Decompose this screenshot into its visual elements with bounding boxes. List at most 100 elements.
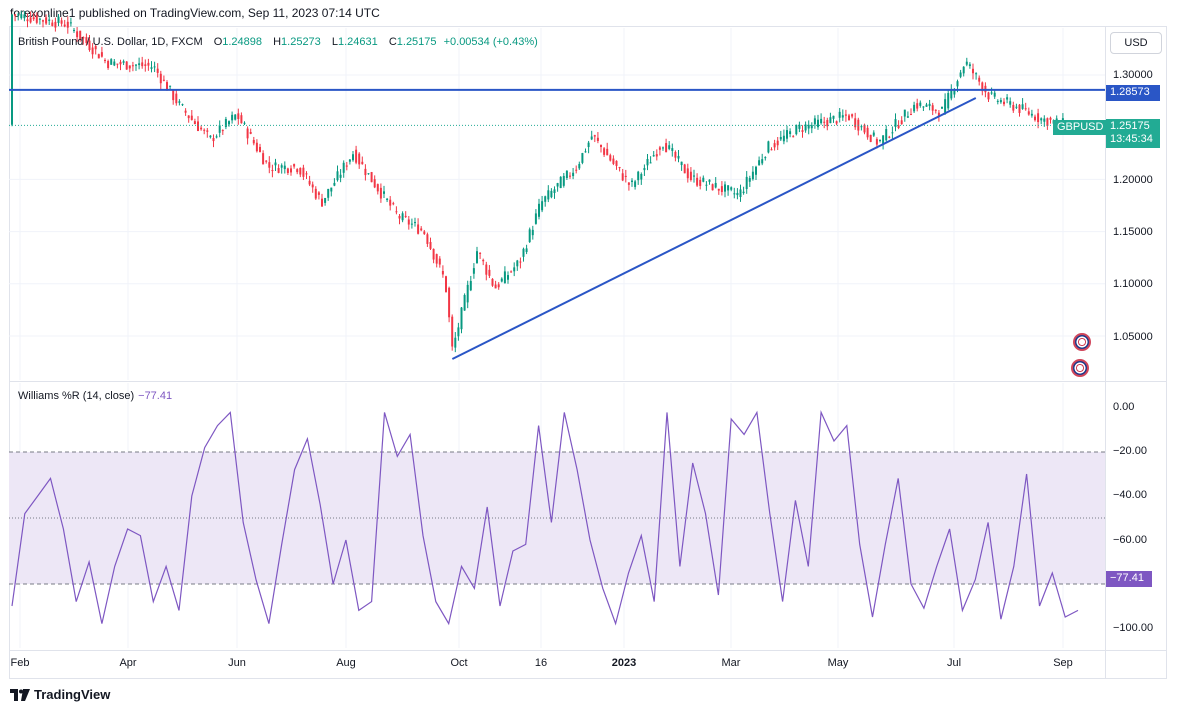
candle-body	[20, 14, 23, 19]
candle-body	[184, 110, 187, 113]
candle-body	[417, 224, 420, 234]
candle-body	[485, 264, 488, 275]
candle-body	[1037, 113, 1040, 123]
candle-body	[73, 29, 75, 31]
time-axis-divider	[9, 650, 1167, 651]
candle-body	[488, 269, 491, 276]
candle-body	[686, 168, 689, 179]
candle-body	[575, 169, 578, 171]
candle-body	[882, 135, 885, 144]
candle-body	[826, 119, 829, 127]
candle-body	[699, 179, 702, 186]
candle-body	[820, 118, 823, 124]
candle-body	[1055, 118, 1058, 122]
candle-body	[35, 15, 38, 23]
candle-body	[457, 327, 460, 337]
candle-body	[51, 22, 54, 26]
candle-body	[640, 174, 643, 180]
candle-body	[445, 276, 447, 292]
candle-body	[962, 66, 965, 74]
candle-body	[1018, 104, 1021, 113]
candle-body	[851, 114, 854, 117]
uk-flag-icon[interactable]	[1071, 359, 1089, 377]
pane-divider[interactable]	[9, 381, 1167, 382]
candle-body	[1012, 104, 1015, 111]
candle-body	[1049, 117, 1052, 120]
wr-tick: −60.00	[1113, 534, 1147, 546]
candle-body	[215, 136, 218, 138]
candle-body	[224, 118, 227, 128]
candle-body	[572, 172, 575, 177]
candle-body	[45, 17, 48, 24]
candle-body	[209, 135, 212, 138]
candle-body	[156, 68, 159, 73]
candle-body	[999, 100, 1002, 103]
candle-body	[910, 114, 912, 116]
candle-body	[383, 191, 385, 194]
candle-body	[708, 179, 711, 182]
candle-body	[1030, 113, 1033, 116]
resistance-price-tag: 1.28573	[1106, 85, 1160, 101]
candle-body	[274, 162, 277, 166]
indicator-legend[interactable]: Williams %R (14, close) −77.41	[18, 390, 172, 402]
candle-body	[361, 161, 364, 165]
candle-body	[448, 287, 451, 318]
candle-body	[993, 92, 996, 97]
candle-body	[451, 316, 454, 347]
candle-body	[565, 170, 568, 179]
candle-body	[187, 115, 190, 119]
time-tick: Jun	[228, 657, 246, 669]
currency-button[interactable]: USD	[1110, 32, 1162, 54]
candle-body	[432, 248, 435, 260]
wr-tick: −20.00	[1113, 445, 1147, 457]
symbol-title[interactable]: British Pound / U.S. Dollar, 1D, FXCM	[18, 36, 203, 48]
candle-body	[379, 187, 382, 199]
candle-body	[562, 175, 565, 186]
candle-body	[742, 191, 745, 194]
low-label: L	[331, 36, 338, 48]
time-tick: Mar	[721, 657, 741, 669]
candle-body	[547, 190, 550, 200]
candle-body	[891, 132, 894, 134]
support-trendline	[451, 97, 977, 360]
candle-body	[29, 17, 32, 23]
candle-body	[972, 68, 974, 74]
uk-flag-icon[interactable]	[1073, 333, 1091, 351]
time-tick: Feb	[10, 657, 30, 669]
candle-body	[305, 173, 308, 175]
candle-body	[376, 184, 379, 192]
candle-body	[792, 136, 795, 138]
candle-body	[745, 176, 748, 190]
candle-body	[944, 99, 947, 113]
price-axis-divider	[1105, 26, 1106, 679]
candle-body	[11, 14, 13, 125]
candle-body	[38, 18, 41, 20]
candle-body	[516, 260, 519, 267]
candle-body	[463, 295, 466, 311]
candle-body	[733, 193, 736, 195]
candle-body	[339, 174, 342, 178]
candle-body	[668, 145, 671, 149]
tradingview-logo[interactable]: TradingView	[10, 687, 110, 702]
candle-body	[925, 104, 928, 107]
candle-body	[1034, 116, 1036, 121]
candle-body	[141, 62, 144, 67]
candle-body	[544, 196, 547, 202]
candle-body	[934, 109, 937, 111]
candle-body	[97, 54, 100, 59]
price-tick: 1.20000	[1113, 174, 1153, 186]
brand-name: TradingView	[34, 687, 111, 702]
candle-body	[314, 188, 317, 199]
candle-body	[60, 20, 63, 24]
candle-body	[479, 252, 482, 254]
candle-body	[321, 198, 323, 207]
chart-frame	[9, 26, 1167, 679]
candle-body	[454, 337, 457, 348]
candle-body	[330, 187, 333, 192]
candle-body	[119, 61, 122, 65]
candle-body	[293, 164, 296, 167]
candle-body	[832, 115, 835, 119]
candle-body	[751, 171, 754, 180]
candle-body	[593, 135, 596, 137]
